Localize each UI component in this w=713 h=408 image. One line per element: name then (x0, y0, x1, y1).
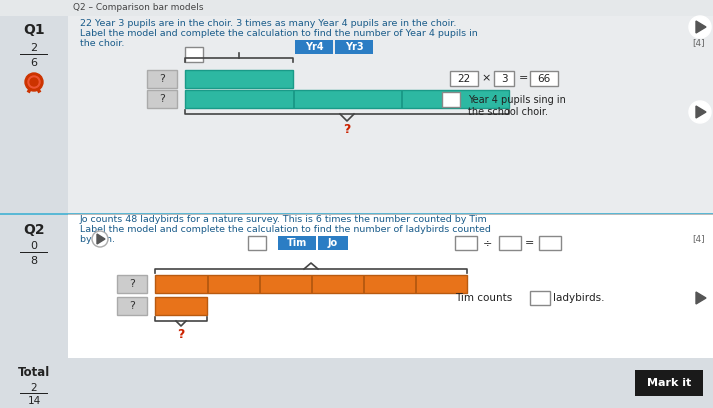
Bar (0, 358, 713, 408)
Bar (0, 0, 713, 16)
Bar (335, 40, 373, 54)
Bar (185, 70, 293, 88)
Text: 22: 22 (457, 73, 471, 84)
Text: Q2: Q2 (24, 223, 45, 237)
Bar (0, 215, 68, 358)
Text: 2: 2 (31, 383, 37, 393)
Polygon shape (696, 106, 706, 118)
Text: 8: 8 (31, 256, 38, 266)
Text: Year 4 pupils sing in: Year 4 pupils sing in (468, 95, 566, 105)
Text: 22 Year 3 pupils are in the choir. 3 times as many Year 4 pupils are in the choi: 22 Year 3 pupils are in the choir. 3 tim… (80, 18, 456, 27)
Bar (278, 236, 316, 250)
Bar (117, 275, 147, 293)
Bar (207, 275, 209, 293)
Bar (450, 71, 478, 86)
Bar (155, 297, 207, 315)
Circle shape (92, 231, 108, 247)
Bar (415, 275, 417, 293)
Text: 6: 6 (31, 58, 38, 68)
Circle shape (689, 101, 711, 123)
Text: Q2 – Comparison bar models: Q2 – Comparison bar models (73, 4, 203, 13)
Bar (68, 16, 713, 213)
Bar (539, 236, 561, 250)
Text: 3: 3 (501, 73, 508, 84)
Circle shape (28, 76, 40, 88)
Text: Jo counts 48 ladybirds for a nature survey. This is 6 times the number counted b: Jo counts 48 ladybirds for a nature surv… (80, 215, 488, 224)
Bar (20, 251, 48, 253)
Text: ?: ? (178, 328, 185, 341)
Text: ?: ? (344, 123, 351, 136)
Bar (635, 370, 703, 396)
Bar (293, 90, 295, 108)
Bar (259, 275, 261, 293)
Text: Total: Total (18, 366, 50, 379)
Text: ?: ? (129, 279, 135, 289)
Bar (363, 275, 365, 293)
Bar (147, 70, 177, 88)
Circle shape (689, 287, 711, 309)
Text: ?: ? (159, 74, 165, 84)
Polygon shape (696, 292, 706, 304)
Text: =: = (524, 238, 534, 248)
Bar (442, 92, 460, 107)
Bar (295, 40, 333, 54)
Bar (0, 16, 68, 213)
Text: ÷: ÷ (482, 238, 492, 248)
Polygon shape (97, 234, 105, 244)
Text: by Tim.: by Tim. (80, 235, 115, 244)
Bar (530, 291, 550, 305)
Bar (401, 90, 403, 108)
Bar (455, 236, 477, 250)
Bar (20, 53, 48, 55)
Text: ?: ? (129, 301, 135, 311)
Text: [4]: [4] (692, 38, 705, 47)
Bar (68, 215, 713, 358)
Text: Jo: Jo (328, 238, 338, 248)
Circle shape (25, 73, 43, 91)
Bar (530, 71, 558, 86)
Text: Tim: Tim (287, 238, 307, 248)
Text: Label the model and complete the calculation to find the number of ladybirds cou: Label the model and complete the calcula… (80, 224, 491, 233)
Text: [4]: [4] (692, 235, 705, 244)
Text: 0: 0 (31, 241, 38, 251)
Polygon shape (696, 21, 706, 33)
Bar (248, 236, 266, 250)
Text: Mark it: Mark it (647, 378, 691, 388)
Text: ×: × (481, 73, 491, 84)
Bar (311, 275, 313, 293)
Text: Q1: Q1 (24, 23, 45, 37)
Circle shape (30, 78, 38, 86)
Text: Label the model and complete the calculation to find the number of Year 4 pupils: Label the model and complete the calcula… (80, 29, 478, 38)
Text: Yr3: Yr3 (344, 42, 364, 52)
Bar (147, 90, 177, 108)
Text: ladybirds.: ladybirds. (553, 293, 605, 303)
Bar (117, 297, 147, 315)
Bar (155, 275, 467, 293)
Bar (185, 47, 203, 62)
Circle shape (689, 16, 711, 38)
Bar (494, 71, 514, 86)
Text: 14: 14 (27, 396, 41, 406)
Text: 2: 2 (31, 43, 38, 53)
Text: Tim counts: Tim counts (455, 293, 512, 303)
Bar (20, 392, 48, 394)
Bar (185, 90, 509, 108)
Text: the choir.: the choir. (80, 38, 124, 47)
Text: 66: 66 (538, 73, 550, 84)
Text: =: = (518, 73, 528, 84)
Bar (68, 213, 713, 215)
Bar (318, 236, 348, 250)
Text: the school choir.: the school choir. (468, 107, 548, 117)
Text: Yr4: Yr4 (304, 42, 323, 52)
Text: ?: ? (159, 94, 165, 104)
Bar (499, 236, 521, 250)
